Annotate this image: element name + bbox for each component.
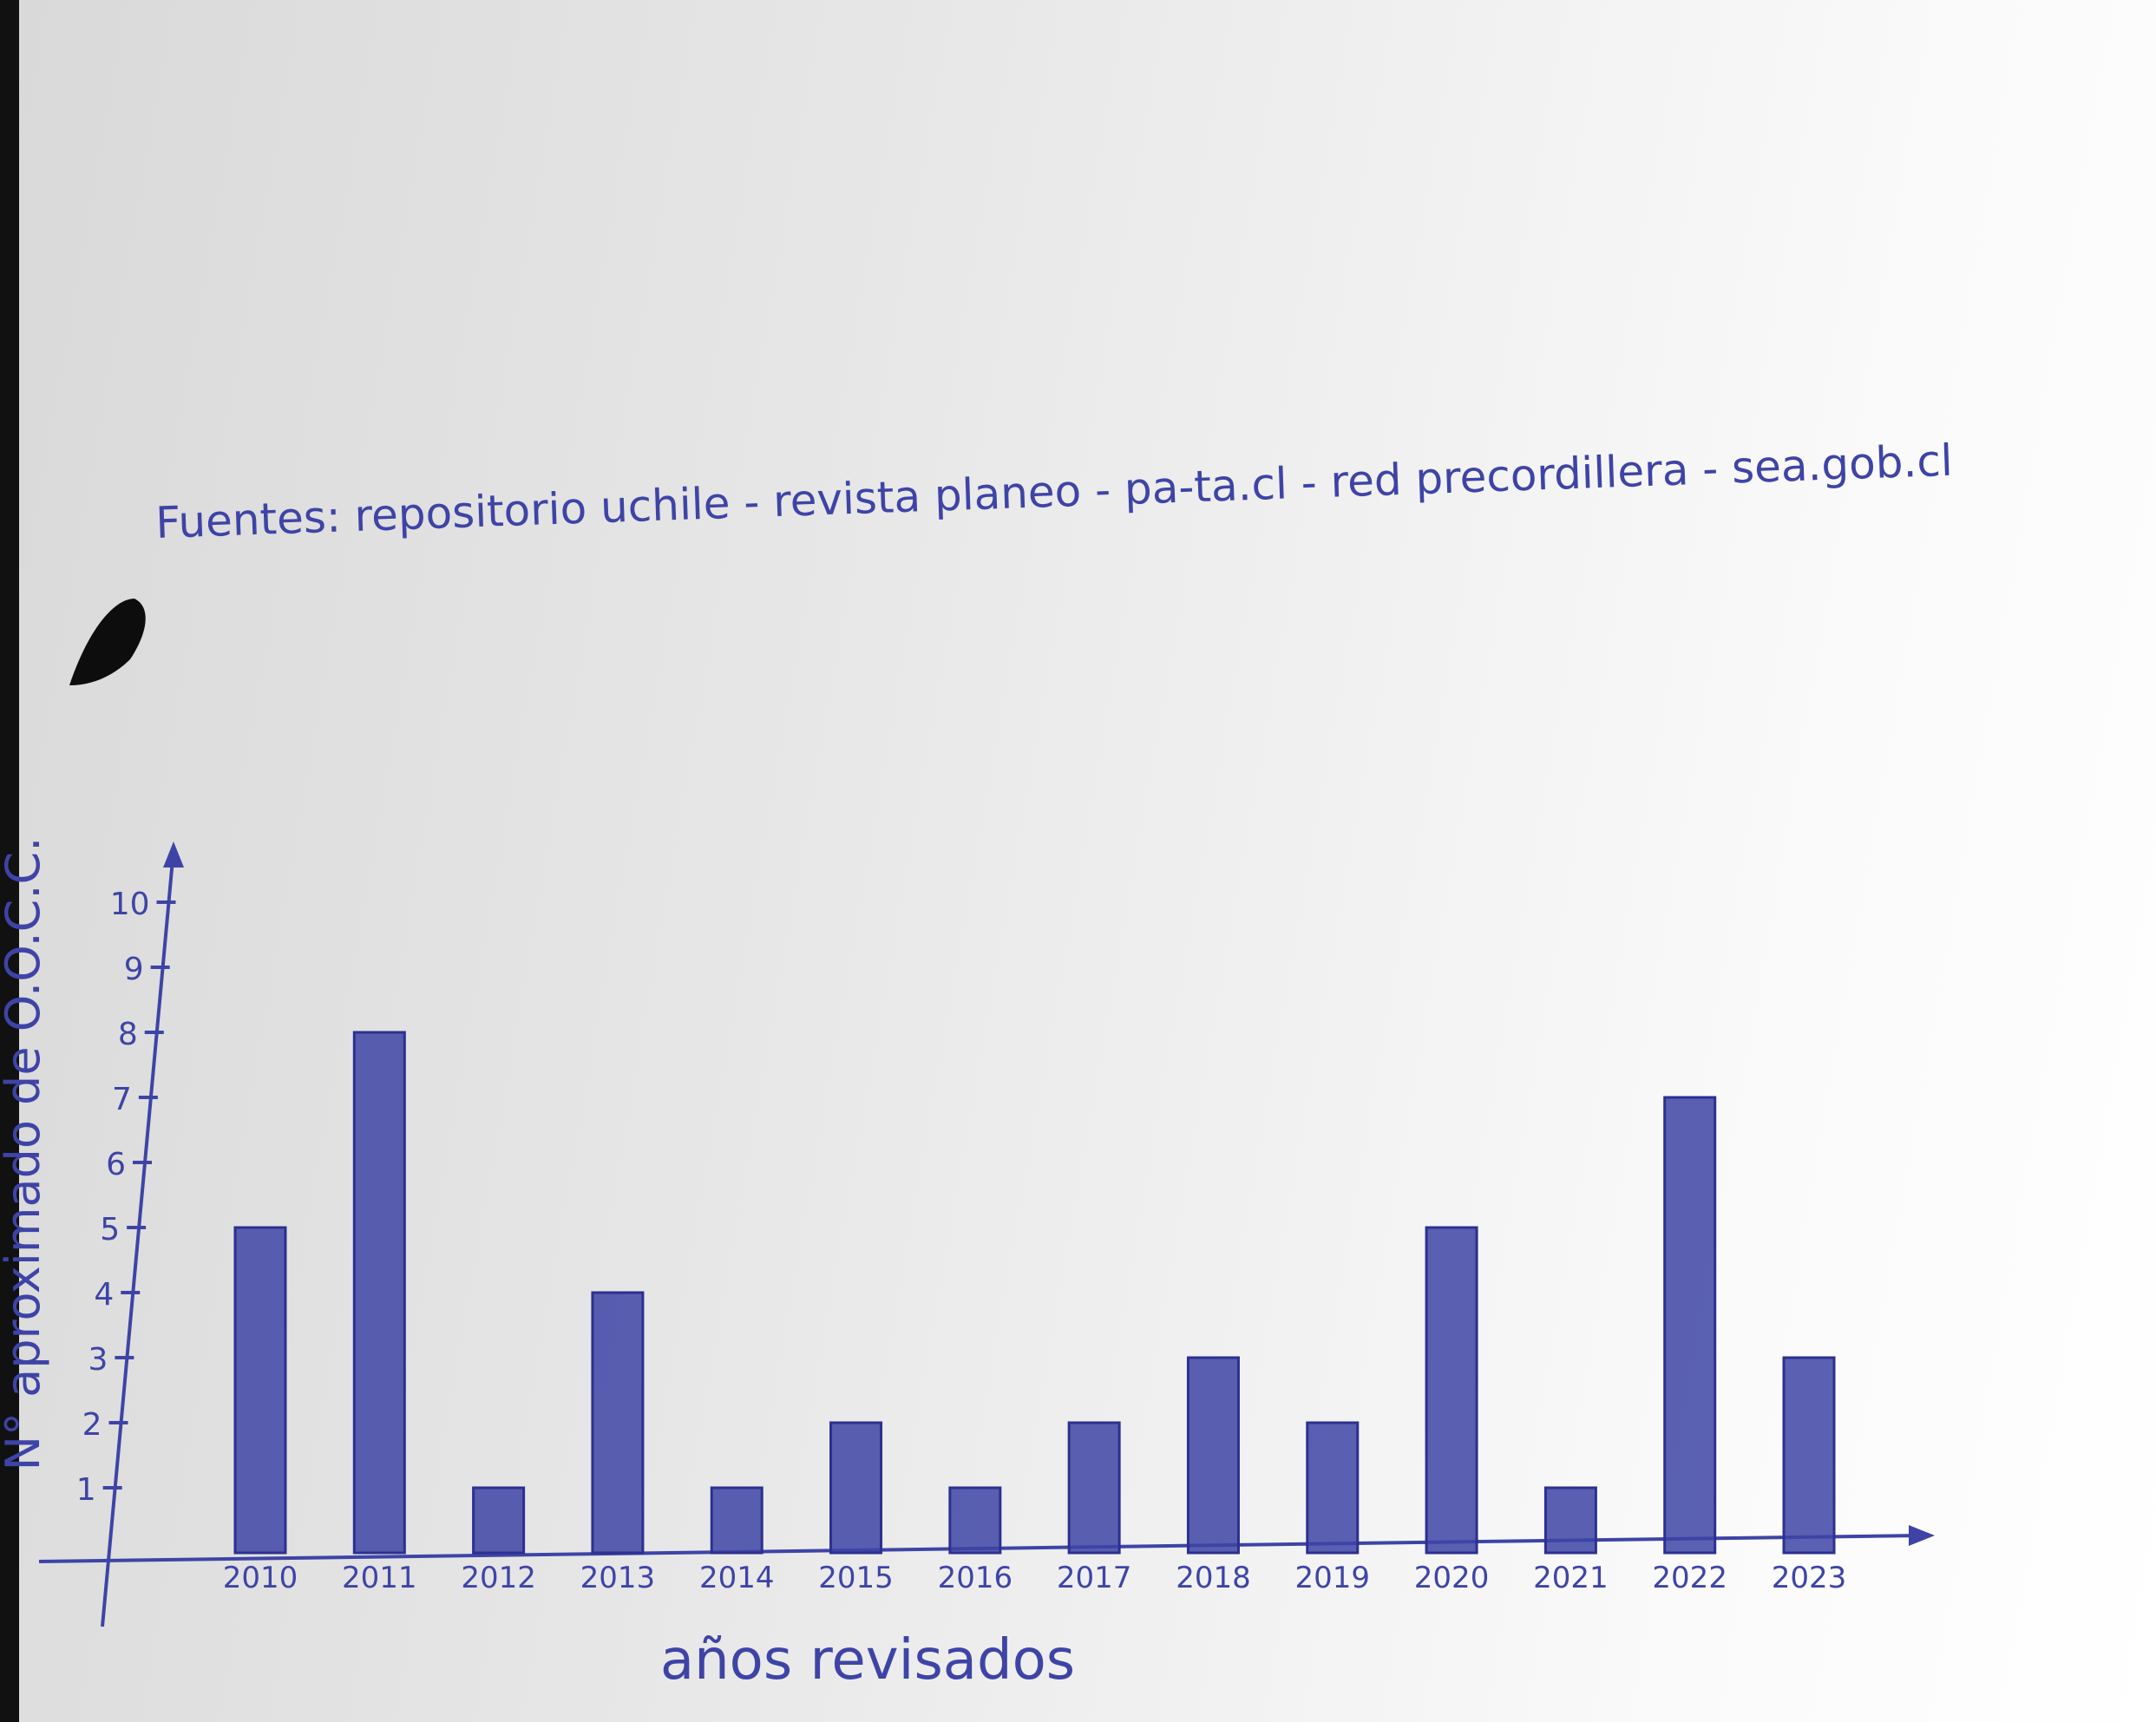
bar-2010 [233,1226,287,1555]
y-ticks: 1 2 3 4 5 6 7 8 9 10 [76,887,176,1508]
y-tick-label: 1 [76,1472,96,1508]
sources-note: Fuentes: repositorio uchile - revista pl… [154,435,1953,548]
bars [233,1031,1836,1555]
y-axis-line [101,849,175,1627]
bar-2014 [710,1486,763,1555]
bar-2016 [948,1486,1002,1555]
y-tick-label: 4 [94,1277,114,1313]
bar-2013 [591,1291,645,1555]
y-axis-arrow [163,841,184,868]
bar-2023 [1782,1356,1836,1555]
bar-2012 [472,1486,526,1555]
y-tick-label: 6 [106,1147,126,1182]
y-tick-label: 8 [118,1017,138,1052]
x-tick-label: 2016 [938,1561,1013,1595]
x-tick-label: 2021 [1533,1561,1609,1595]
x-tick-label: 2019 [1295,1561,1371,1595]
y-axis-title: N° aproximado de O.O.C.C. [0,837,50,1471]
bar-2018 [1186,1356,1240,1555]
y-tick-label: 9 [124,952,144,987]
bar-2022 [1663,1096,1717,1555]
bar-2011 [352,1031,406,1555]
bar-2020 [1425,1226,1478,1555]
y-tick-label: 10 [110,887,150,922]
bar-2015 [829,1421,883,1555]
bar-2021 [1543,1486,1597,1555]
x-tick-label: 2020 [1414,1561,1490,1595]
y-tick-label: 7 [112,1082,132,1117]
x-tick-label: 2018 [1176,1561,1251,1595]
bar-2017 [1067,1421,1121,1555]
paper-hole [69,599,146,685]
x-tick-label: 2022 [1652,1561,1727,1595]
y-tick-label: 2 [82,1407,102,1443]
x-labels: 2010 2011 2012 2013 2014 2015 2016 2017 2018 2019… [223,1561,1847,1595]
x-tick-label: 2011 [342,1561,417,1595]
y-tick-label: 3 [88,1342,108,1378]
x-tick-label: 2013 [580,1561,656,1595]
x-tick-label: 2012 [461,1561,536,1595]
x-tick-label: 2017 [1057,1561,1132,1595]
x-tick-label: 2023 [1772,1561,1847,1595]
x-tick-label: 2010 [223,1561,298,1595]
x-axis-arrow [1909,1525,1935,1546]
y-tick-label: 5 [100,1212,120,1247]
x-tick-label: 2014 [699,1561,775,1595]
x-axis-title: años revisados [660,1628,1075,1693]
x-tick-label: 2015 [818,1561,894,1595]
bar-2019 [1306,1421,1360,1555]
